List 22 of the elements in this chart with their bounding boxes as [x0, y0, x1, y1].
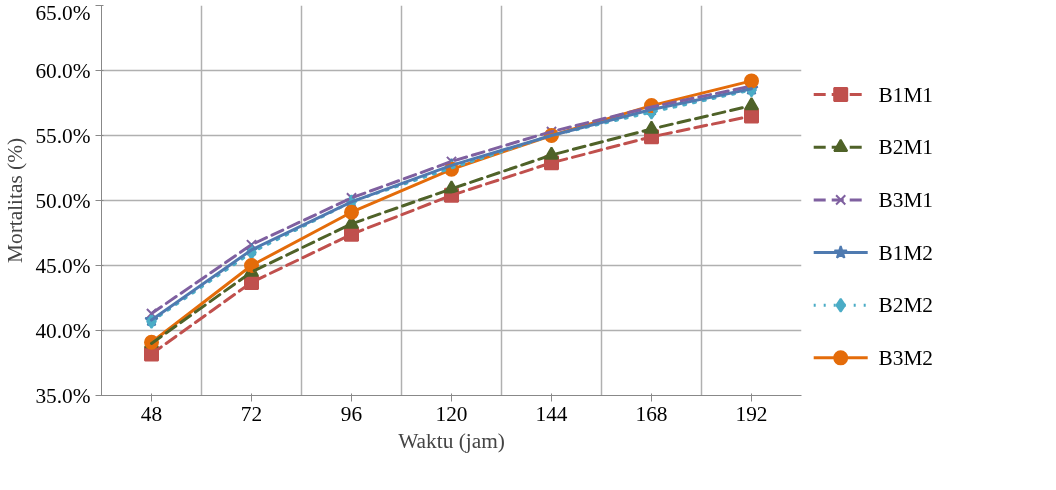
legend-label: B2M1 — [878, 135, 934, 160]
x-tick-label: 192 — [735, 401, 768, 426]
x-tick-label: 72 — [240, 401, 263, 426]
y-tick-label: 65.0% — [35, 0, 91, 25]
x-tick-label: 120 — [435, 401, 468, 426]
legend-label: B3M2 — [878, 345, 934, 370]
x-tick-label: 144 — [535, 401, 568, 426]
legend-label: B1M1 — [878, 82, 934, 107]
y-tick-label: 50.0% — [35, 188, 91, 213]
y-tick-label: 60.0% — [35, 58, 91, 83]
y-tick-label: 35.0% — [35, 383, 91, 408]
legend-label: B3M1 — [878, 187, 934, 212]
x-axis-title: Waktu (jam) — [398, 428, 505, 453]
legend-label: B1M2 — [878, 240, 934, 265]
x-tick-label: 48 — [140, 401, 163, 426]
legend-label: B2M2 — [878, 293, 934, 318]
x-tick-label: 168 — [635, 401, 668, 426]
y-axis-title: Mortalitas (%) — [3, 138, 28, 263]
x-tick-label: 96 — [340, 401, 363, 426]
y-tick-label: 45.0% — [35, 253, 91, 278]
y-tick-label: 55.0% — [35, 123, 91, 148]
y-tick-label: 40.0% — [35, 318, 91, 343]
